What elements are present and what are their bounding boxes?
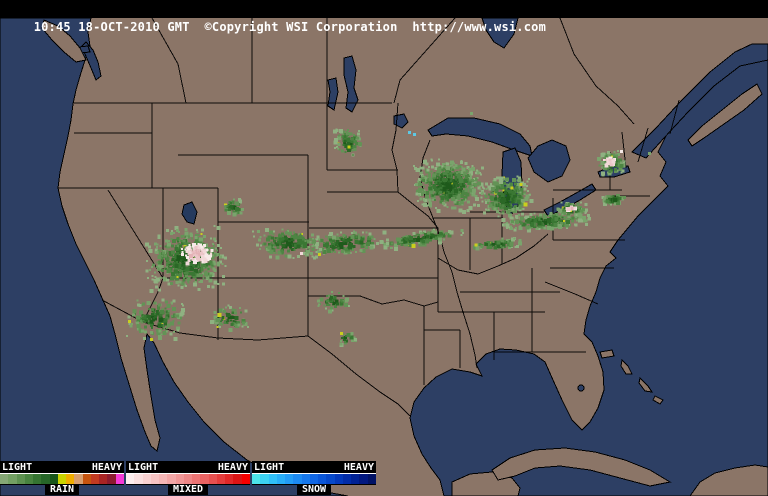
lake-manitoba [327, 77, 339, 111]
nova-scotia [687, 83, 763, 147]
legend-gradient-snow [252, 474, 376, 485]
title-text: 10:45 18-OCT-2010 GMT ©Copyright WSI Cor… [33, 20, 547, 34]
lake-winnipeg [343, 55, 359, 113]
legend-block-mixed: LIGHT HEAVY MIXED [126, 461, 250, 495]
lake-huron [527, 139, 571, 183]
legend-scale-snow: LIGHT HEAVY [252, 461, 376, 474]
cuba [491, 447, 672, 487]
legend-light-label: LIGHT [254, 462, 285, 473]
legend-heavy-label: HEAVY [343, 462, 374, 473]
bahamas [599, 349, 664, 405]
gulf-of-st-lawrence [631, 43, 768, 159]
vancouver-island [41, 19, 87, 63]
legend-scale-mixed: LIGHT HEAVY [126, 461, 250, 474]
title-bar: 10:45 18-OCT-2010 GMT ©Copyright WSI Cor… [0, 0, 768, 34]
legend-rain-label: RAIN [44, 485, 80, 495]
hispaniola [689, 464, 768, 496]
legend-gradient-mixed [126, 474, 250, 485]
legend-heavy-label: HEAVY [217, 462, 248, 473]
radar-layer [126, 112, 651, 347]
lake-okeechobee [577, 384, 585, 392]
legend-snow-label: SNOW [296, 485, 332, 495]
legend-light-label: LIGHT [128, 462, 159, 473]
state-borders [58, 17, 680, 417]
great-salt-lake [181, 201, 198, 225]
legend-block-snow: LIGHT HEAVY SNOW [252, 461, 376, 495]
pacific-ocean [0, 17, 349, 496]
legend-block-rain: LIGHT HEAVY RAIN [0, 461, 124, 495]
lake-of-the-woods [393, 113, 409, 129]
legend-gradient-rain [0, 474, 124, 485]
legend-heavy-label: HEAVY [91, 462, 122, 473]
james-bay [481, 17, 519, 49]
legend-light-label: LIGHT [2, 462, 33, 473]
legend-mixed-label: MIXED [167, 485, 209, 495]
legend-scale-rain: LIGHT HEAVY [0, 461, 124, 474]
atlantic-gulf-water [409, 43, 768, 496]
